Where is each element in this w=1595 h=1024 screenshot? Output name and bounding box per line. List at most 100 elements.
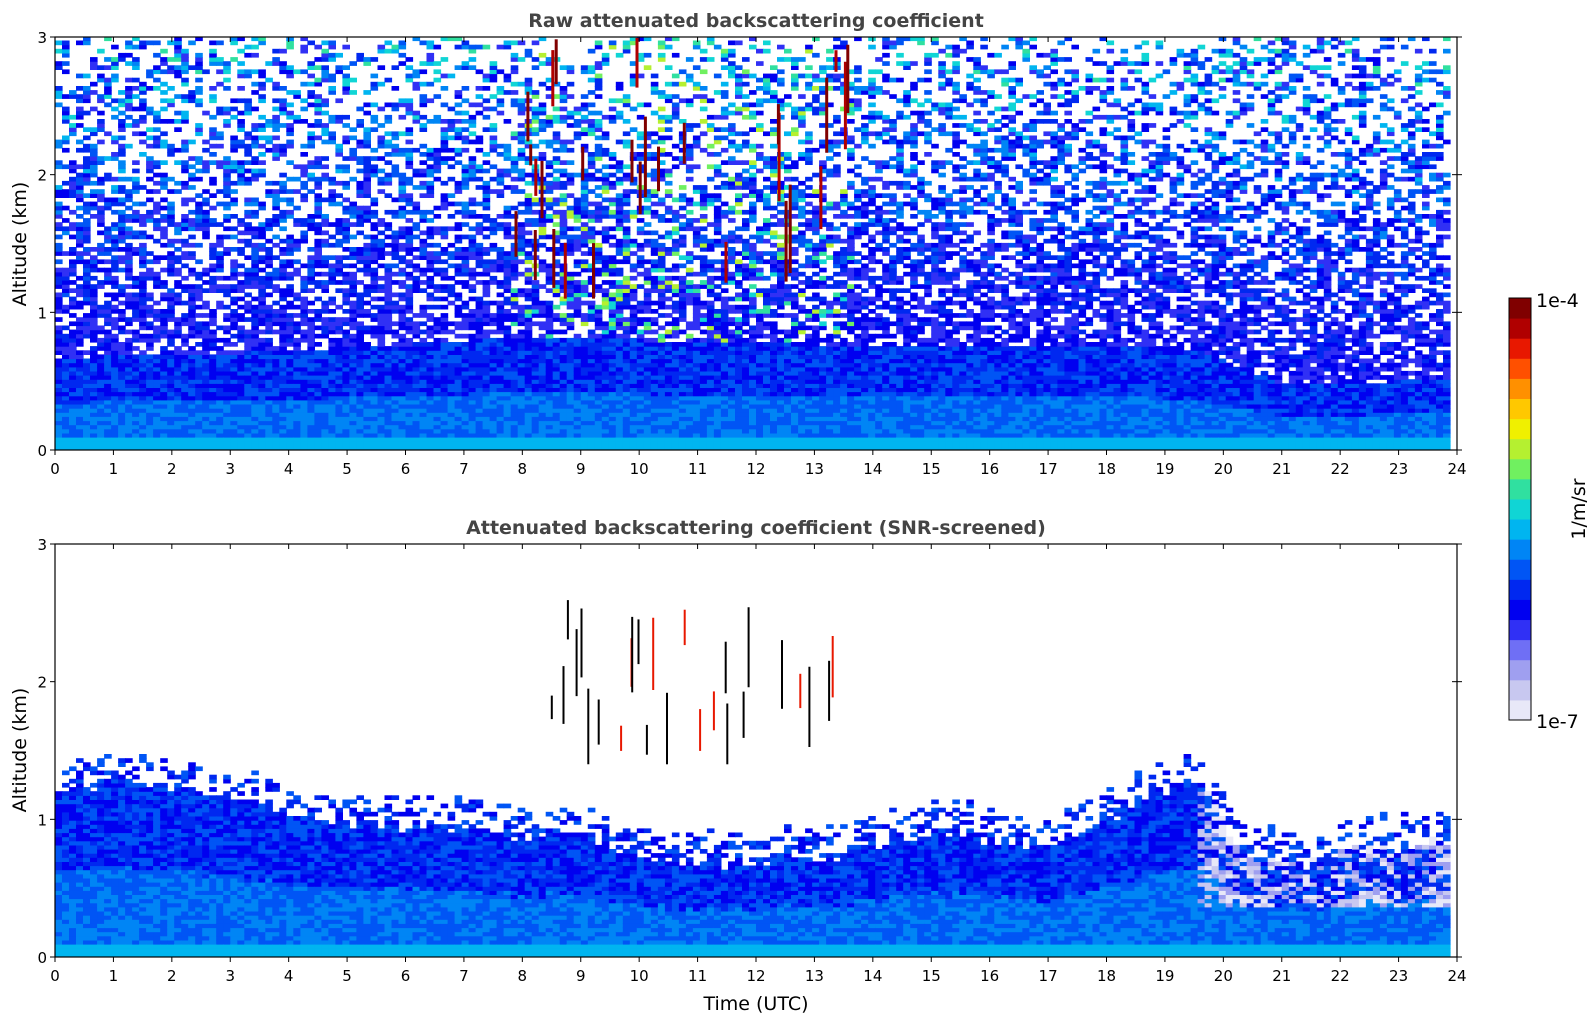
raw-heatmap-cell [118, 399, 126, 405]
raw-heatmap-cell [202, 218, 210, 223]
raw-heatmap-cell [55, 379, 63, 384]
raw-heatmap-cell [545, 329, 554, 335]
raw-heatmap-cell [195, 288, 203, 293]
raw-heatmap-cell [90, 275, 98, 281]
raw-heatmap-cell [538, 123, 547, 128]
raw-heatmap-cell [461, 209, 470, 215]
raw-heatmap-cell [209, 399, 217, 405]
raw-heatmap-cell [55, 267, 63, 273]
raw-heatmap-cell [454, 333, 463, 339]
raw-heatmap-cell [237, 86, 245, 91]
raw-heatmap-cell [419, 242, 428, 248]
raw-heatmap-cell [83, 321, 91, 327]
raw-heatmap-cell [412, 275, 421, 281]
raw-heatmap-cell [489, 77, 498, 83]
raw-heatmap-cell [531, 375, 540, 380]
raw-heatmap-cell [62, 267, 70, 273]
raw-heatmap-cell [482, 354, 491, 360]
raw-heatmap-cell [146, 176, 154, 182]
raw-heatmap-cell [307, 412, 315, 417]
raw-heatmap-cell [209, 267, 217, 273]
raw-heatmap-cell [370, 333, 379, 339]
raw-heatmap-cell [167, 395, 175, 401]
raw-heatmap-cell [258, 143, 266, 149]
raw-heatmap-cell [349, 346, 357, 351]
raw-heatmap-cell [62, 424, 70, 430]
raw-heatmap-cell [321, 230, 329, 236]
raw-heatmap-cell [321, 52, 329, 58]
raw-heatmap-cell [517, 412, 526, 417]
raw-heatmap-cell [405, 379, 414, 384]
raw-heatmap-cell [55, 412, 63, 417]
raw-heatmap-cell [328, 362, 336, 368]
raw-heatmap-cell [517, 106, 526, 112]
raw-heatmap-cell [181, 81, 189, 87]
raw-heatmap-cell [244, 395, 252, 401]
raw-heatmap-cell [293, 114, 301, 120]
raw-heatmap-cell [307, 135, 315, 141]
raw-heatmap-cell [300, 263, 308, 269]
raw-heatmap-cell [580, 379, 589, 384]
raw-heatmap-cell [594, 271, 603, 277]
raw-heatmap-cell [293, 408, 301, 413]
raw-heatmap-cell [307, 329, 315, 335]
raw-heatmap-cell [181, 139, 189, 145]
raw-heatmap-cell [314, 325, 322, 331]
raw-heatmap-cell [580, 387, 589, 393]
raw-heatmap-cell [195, 420, 203, 426]
raw-heatmap-cell [265, 247, 273, 252]
raw-heatmap-cell [237, 98, 245, 104]
raw-heatmap-cell [146, 292, 154, 298]
raw-heatmap-cell [55, 416, 63, 422]
raw-heatmap-cell [524, 362, 533, 368]
raw-heatmap-cell [475, 399, 484, 405]
raw-heatmap-cell [279, 358, 287, 364]
raw-heatmap-cell [573, 379, 582, 384]
raw-heatmap-cell [104, 412, 112, 417]
raw-heatmap-cell [174, 317, 182, 322]
raw-heatmap-cell [391, 387, 400, 393]
raw-heatmap-cell [244, 370, 252, 376]
raw-heatmap-cell [433, 176, 442, 182]
raw-heatmap-cell [552, 379, 561, 384]
raw-heatmap-cell [328, 201, 336, 207]
raw-heatmap-cell [160, 296, 168, 302]
raw-heatmap-cell [531, 218, 540, 223]
raw-heatmap-cell [440, 57, 449, 62]
raw-heatmap-cell [181, 226, 189, 232]
raw-heatmap-cell [559, 193, 568, 198]
raw-heatmap-cell [195, 354, 203, 360]
raw-heatmap-cell [328, 32, 336, 37]
raw-heatmap-cell [300, 375, 308, 380]
raw-heatmap-cell [503, 362, 512, 368]
raw-heatmap-cell [531, 350, 540, 355]
raw-heatmap-cell [566, 271, 575, 277]
raw-heatmap-cell [510, 321, 519, 327]
raw-heatmap-cell [279, 251, 287, 256]
raw-heatmap-cell [531, 209, 540, 215]
raw-heatmap-cell [293, 358, 301, 364]
raw-heatmap-cell [405, 284, 414, 289]
raw-heatmap-cell [496, 358, 505, 364]
raw-heatmap-cell [195, 325, 203, 331]
raw-heatmap-cell [97, 441, 105, 446]
raw-heatmap-cell [76, 391, 84, 397]
raw-heatmap-cell [111, 135, 119, 141]
raw-heatmap-cell [174, 247, 182, 252]
raw-heatmap-cell [132, 391, 140, 397]
raw-heatmap-cell [454, 362, 463, 368]
raw-heatmap-cell [426, 432, 435, 438]
raw-heatmap-cell [90, 300, 98, 306]
raw-heatmap-cell [356, 379, 364, 384]
raw-heatmap-cell [300, 383, 308, 388]
raw-heatmap-cell [251, 441, 259, 446]
raw-heatmap-cell [118, 300, 126, 306]
raw-heatmap-cell [251, 296, 259, 302]
raw-heatmap-cell [384, 354, 393, 360]
raw-heatmap-cell [594, 309, 603, 314]
raw-heatmap-cell [195, 226, 203, 232]
raw-heatmap-cell [363, 445, 371, 450]
raw-heatmap-cell [531, 337, 540, 343]
raw-heatmap-cell [132, 201, 140, 207]
raw-heatmap-cell [412, 370, 421, 376]
